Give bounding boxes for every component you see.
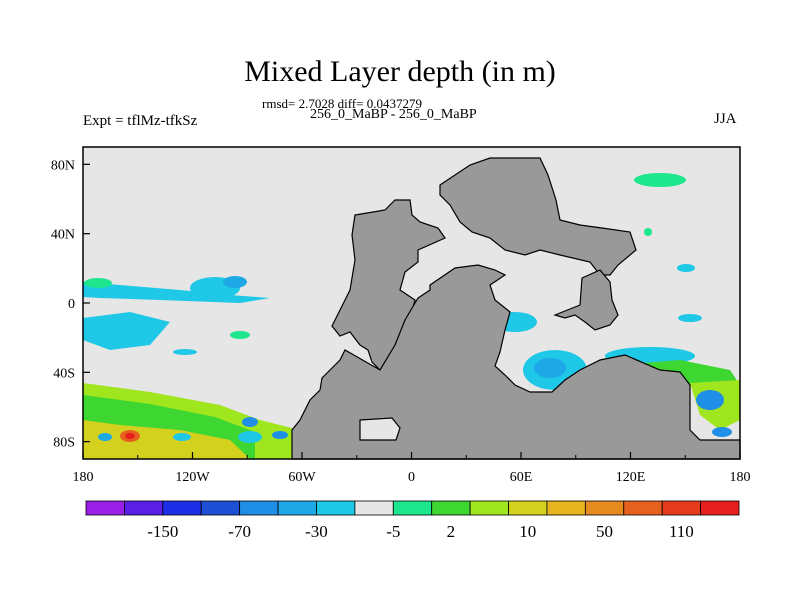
colorbar-label: -30	[305, 522, 328, 541]
colorbar-label: -70	[228, 522, 251, 541]
x-tick-label: 120W	[175, 470, 210, 485]
colorbar-swatch	[392, 500, 433, 516]
y-tick-label: 0	[68, 297, 75, 312]
colorbar-label: 2	[447, 522, 456, 541]
y-axis: 80N 40N 0 40S 80S	[51, 158, 90, 451]
colorbar-label: 50	[596, 522, 613, 541]
colorbar-label: 110	[669, 522, 694, 541]
y-tick-label: 80S	[53, 436, 75, 451]
x-tick-label: 120E	[616, 470, 646, 485]
x-tick-label: 180	[73, 470, 94, 485]
colorbar-swatch	[354, 500, 394, 516]
colorbar-swatch	[584, 500, 625, 516]
land-masses	[291, 157, 741, 460]
y-tick-label: 80N	[51, 158, 75, 173]
colorbar-label: -5	[386, 522, 400, 541]
experiment-subtitle: 256_0_MaBP - 256_0_MaBP	[310, 107, 477, 122]
colorbar-swatch	[508, 500, 548, 516]
y-tick-label: 40N	[51, 228, 75, 243]
x-tick-label: 60W	[288, 470, 316, 485]
colorbar-swatch	[546, 500, 586, 516]
colorbar-swatch	[124, 500, 164, 516]
colorbar-swatch	[316, 500, 356, 516]
y-tick-label: 40S	[53, 366, 75, 381]
page-title: Mixed Layer depth (in m)	[244, 55, 556, 88]
colorbar-swatch	[162, 500, 202, 516]
x-tick-label: 180	[730, 470, 751, 485]
season-label: JJA	[714, 111, 737, 127]
colorbar-swatch	[85, 500, 125, 516]
colorbar: -150 -70 -30 -5 2 10 50 110	[85, 500, 740, 541]
colorbar-swatch	[469, 500, 509, 516]
colorbar-label: -150	[147, 522, 178, 541]
x-tick-label: 60E	[510, 470, 533, 485]
colorbar-swatch	[623, 500, 663, 516]
colorbar-swatch	[661, 500, 701, 516]
rmsd-diff-stats: rmsd= 2.7028 diff= 0.0437279	[262, 96, 422, 111]
x-axis: 180 120W 60W 0 60E 120E 180	[73, 452, 751, 485]
colorbar-swatch	[239, 500, 279, 516]
x-tick-label: 0	[408, 470, 415, 485]
colorbar-swatch	[700, 500, 740, 516]
experiment-label: Expt = tflMz-tfkSz	[83, 113, 198, 129]
colorbar-swatch	[277, 500, 317, 516]
colorbar-label: 10	[519, 522, 536, 541]
colorbar-swatch	[200, 500, 241, 516]
colorbar-swatch	[431, 500, 471, 516]
